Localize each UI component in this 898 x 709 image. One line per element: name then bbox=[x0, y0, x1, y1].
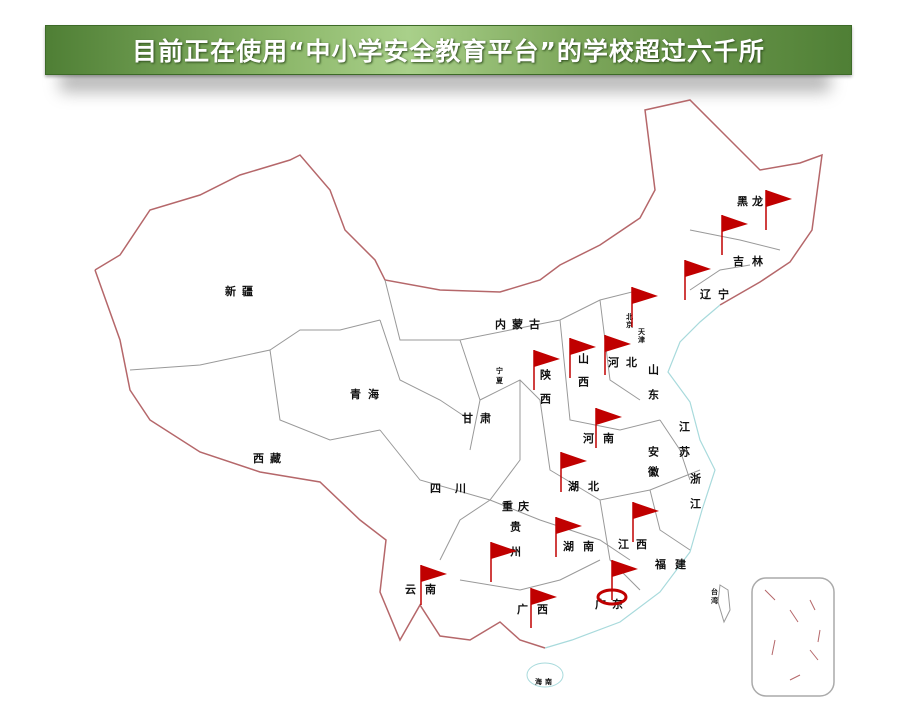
inset-islands bbox=[764, 589, 821, 681]
flag-icon bbox=[632, 502, 659, 542]
province-label: 海南 bbox=[535, 677, 555, 686]
province-label: 江苏 bbox=[678, 420, 691, 471]
province-label: 湖北 bbox=[568, 479, 608, 493]
flag-cloth bbox=[421, 565, 447, 582]
province-label: 福建 bbox=[654, 557, 695, 571]
province-label: 浙江 bbox=[689, 472, 702, 523]
country-border bbox=[94, 99, 823, 306]
banner-shadow bbox=[60, 70, 830, 92]
province-label: 安徽 bbox=[647, 445, 661, 486]
hainan bbox=[526, 662, 564, 688]
province-borders bbox=[129, 229, 781, 591]
flag-cloth bbox=[685, 260, 711, 277]
province-label: 贵州 bbox=[509, 520, 523, 571]
province-label: 天津 bbox=[637, 328, 647, 344]
flag-icon bbox=[721, 215, 748, 255]
province-label: 湖南 bbox=[563, 539, 603, 553]
province-label: 新疆 bbox=[225, 284, 259, 298]
province-label: 台湾 bbox=[711, 587, 720, 606]
province-label: 河北 bbox=[608, 355, 644, 369]
flag-cloth bbox=[556, 517, 582, 534]
flag-cloth bbox=[570, 338, 596, 355]
flag-cloth bbox=[633, 502, 659, 519]
page-title: 目前正在使用“中小学安全教育平台”的学校超过六千所 bbox=[132, 37, 765, 66]
province-label: 河南 bbox=[583, 431, 623, 445]
flag-icon bbox=[604, 335, 631, 375]
province-label: 山西 bbox=[577, 352, 590, 399]
province-label: 西藏 bbox=[253, 451, 287, 465]
province-label: 甘肃 bbox=[462, 411, 498, 425]
flag-cloth bbox=[491, 542, 517, 559]
province-label: 辽宁 bbox=[700, 287, 736, 301]
flag-icon bbox=[631, 287, 658, 327]
flag-cloth bbox=[766, 190, 792, 207]
flag-icon bbox=[490, 542, 517, 582]
flag-cloth bbox=[561, 452, 587, 469]
province-label: 宁夏 bbox=[495, 366, 505, 387]
province-label: 内蒙古 bbox=[495, 317, 546, 331]
flag-cloth bbox=[722, 215, 748, 232]
flag-cloth bbox=[596, 408, 622, 425]
province-label: 山东 bbox=[647, 363, 660, 414]
country-border-south bbox=[94, 269, 546, 649]
flag-icon bbox=[533, 350, 560, 390]
province-label: 四川 bbox=[430, 482, 480, 495]
flag-cloth bbox=[534, 350, 560, 367]
flag-icon bbox=[569, 338, 596, 378]
province-label: 江西 bbox=[618, 537, 654, 551]
flag-cloth bbox=[632, 287, 658, 304]
flag-cloth bbox=[605, 335, 631, 352]
title-banner: 目前正在使用“中小学安全教育平台”的学校超过六千所 bbox=[45, 25, 852, 75]
flag-icon bbox=[560, 452, 587, 492]
province-label: 广西 bbox=[517, 602, 557, 616]
flag-cloth bbox=[612, 560, 638, 577]
province-label: 陕西 bbox=[539, 368, 552, 417]
flag-icon bbox=[684, 260, 711, 300]
province-label: 云南 bbox=[405, 582, 445, 596]
coastline bbox=[544, 304, 721, 649]
taiwan bbox=[717, 584, 731, 624]
province-label: 黑龙 bbox=[737, 194, 767, 208]
flag-icon bbox=[530, 588, 557, 628]
province-label: 北京 bbox=[626, 312, 635, 329]
province-label: 重庆 bbox=[502, 499, 534, 513]
flag-cloth bbox=[531, 588, 557, 605]
flag-icon bbox=[420, 565, 447, 605]
flag-icon bbox=[765, 190, 792, 230]
flag-icon bbox=[596, 560, 638, 606]
flag-icon bbox=[555, 517, 582, 557]
province-label: 青海 bbox=[350, 387, 386, 401]
flag-icon bbox=[595, 408, 622, 448]
province-label: 吉林 bbox=[733, 254, 771, 268]
